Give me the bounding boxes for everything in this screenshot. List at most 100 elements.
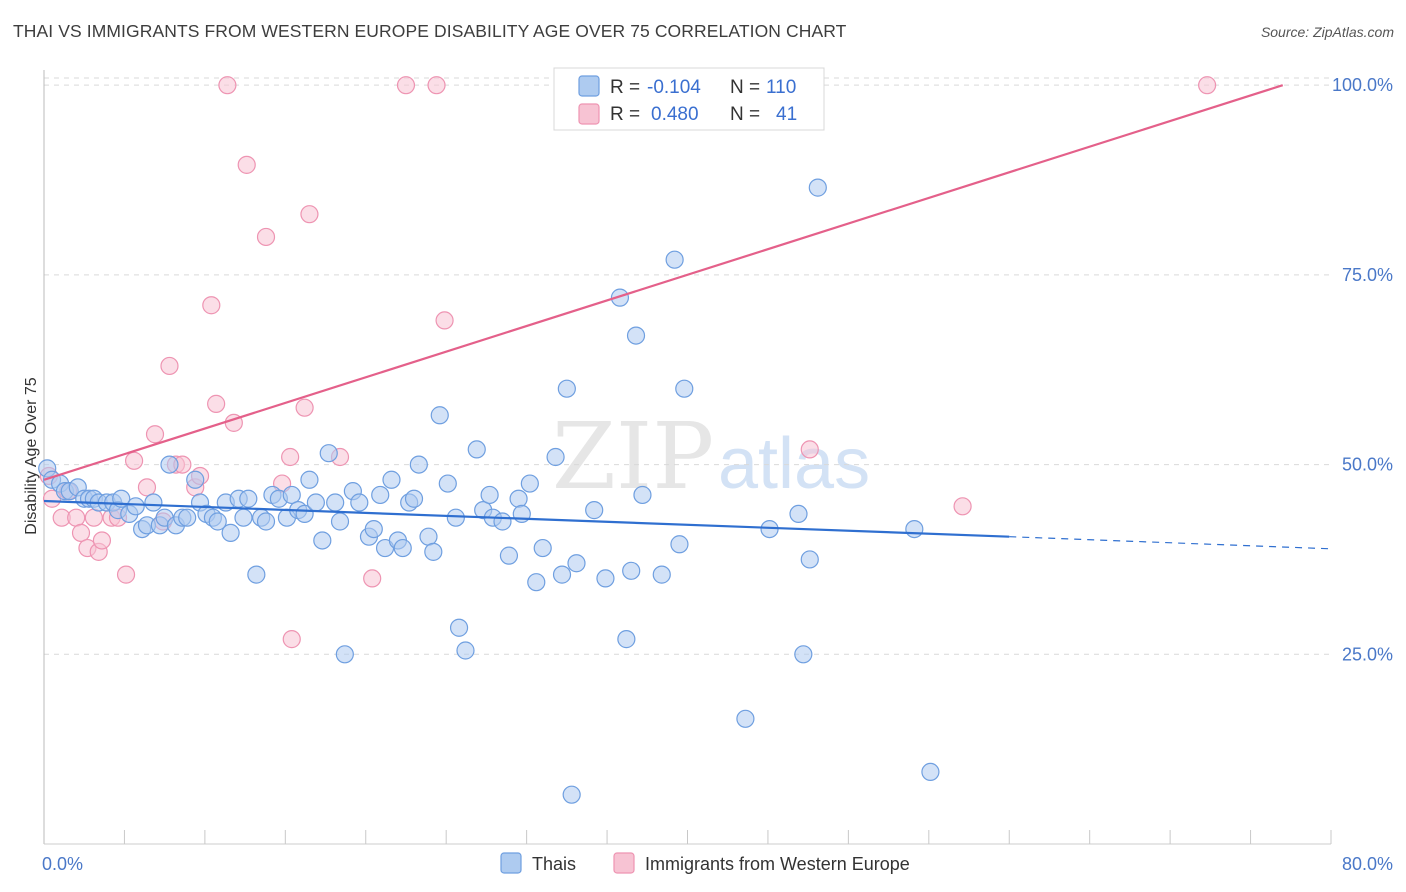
immigrants-point [295,398,314,417]
immigrants-point [237,155,256,174]
thais-r-label: R = [610,77,640,98]
y-tick-label: 100.0% [1332,75,1393,95]
thais-point [221,523,240,542]
immigrants-point [218,76,237,95]
thais-point [736,709,755,728]
thais-point [596,569,615,588]
thais-point [419,527,438,546]
thais-point [552,565,572,584]
thais-n-value: 110 [766,77,796,98]
thais-point [430,406,449,425]
immigrants-point [427,76,446,95]
imm-r-value: 0.480 [651,104,699,125]
thais-point [533,538,552,558]
x-axis-ticks [123,830,1332,844]
thais-point [364,519,383,539]
thais-point [234,508,253,527]
thais-point [144,493,163,512]
imm-n-value: 41 [776,104,797,125]
thais-point [585,501,604,520]
immigrants-point [71,523,91,542]
thais-point [527,573,546,592]
chart-title: THAI VS IMMIGRANTS FROM WESTERN EUROPE D… [13,21,847,41]
thais-point [160,455,179,474]
thais-point [449,618,469,637]
thais-point [905,519,924,539]
thais-point [456,641,475,660]
y-tick-label: 75.0% [1342,265,1393,285]
immigrants-point [67,508,86,527]
legend-imm-label: Immigrants from Western Europe [645,854,910,874]
thais-point [610,288,630,307]
immigrants-point [281,447,300,467]
stats-legend: R = -0.104 N = 110 R = 0.480 N = 41 [553,67,825,131]
immigrants-point [300,205,319,224]
thais-point [178,508,197,527]
legend-thais-swatch [500,852,522,874]
y-tick-label: 50.0% [1342,455,1393,475]
immigrants-point [800,440,819,459]
imm-legend-swatch [578,103,600,125]
thais-point [393,538,412,558]
thais-point [562,785,581,804]
thais-point [335,645,354,664]
thais-point [509,489,528,508]
thais-trend-line [43,499,1010,538]
immigrants-point [396,76,416,95]
thais-point [675,379,694,398]
thais-n-label: N = [730,77,760,98]
thais-point [626,326,646,345]
thais-point [371,485,390,505]
thais-point [239,489,258,508]
thais-point [800,550,819,569]
thais-point [350,493,369,512]
thais-point [186,470,205,489]
thais-point [480,485,499,505]
thais-point [409,455,428,474]
y-tick-label: 25.0% [1342,644,1393,664]
x-tick-min: 0.0% [42,854,83,874]
immigrants-point [84,508,103,527]
thais-point [330,512,350,531]
thais-point [633,485,652,505]
imm-r-label: R = [610,104,640,125]
thais-point [382,470,401,489]
thais-point [282,485,301,505]
legend-imm-swatch [613,852,635,874]
thais-trend-extension [1009,536,1332,550]
thais-point [808,178,827,197]
immigrants-point [256,227,276,247]
thais-point [300,470,319,489]
watermark: ZIP atlas [552,403,870,510]
immigrants-trend-line [43,84,1284,481]
gridlines [44,77,1331,655]
source-label: Source: ZipAtlas.com [1260,24,1394,40]
thais-point [670,535,689,554]
thais-point [126,497,145,516]
thais-point [208,512,227,531]
thais-point [499,546,519,565]
thais-point [567,554,586,573]
thais-point [546,447,565,467]
x-tick-max: 80.0% [1342,854,1393,874]
thais-point [520,474,539,493]
legend-thais-label: Thais [532,854,576,874]
immigrants-point [124,451,144,470]
thais-point [789,504,808,524]
thais-point [319,444,338,463]
thais-point [326,493,345,512]
immigrants-point [1198,76,1217,95]
thais-point [665,250,684,269]
immigrants-point [137,478,157,497]
immigrants-point [953,497,972,516]
thais-point [617,630,636,649]
y-axis-label: Disability Age Over 75 [23,377,40,535]
thais-point [446,508,465,527]
thais-point [794,645,813,664]
thais-point [467,440,486,459]
immigrants-point [435,311,454,330]
thais-point [424,542,443,561]
immigrants-point [202,296,221,315]
immigrants-point [145,425,165,444]
